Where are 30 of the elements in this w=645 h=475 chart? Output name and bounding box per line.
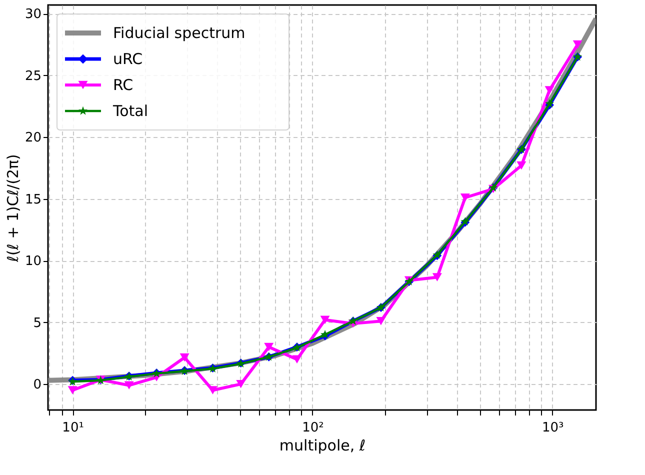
point bbox=[124, 381, 134, 390]
x-axis-title: multipole, ℓ bbox=[279, 436, 366, 454]
point bbox=[516, 161, 526, 170]
y-tick-label: 20 bbox=[24, 130, 42, 146]
legend-label: Fiducial spectrum bbox=[113, 24, 246, 42]
y-tick-label: 0 bbox=[33, 378, 42, 393]
point bbox=[208, 386, 218, 394]
point bbox=[264, 342, 274, 352]
y-tick-label: 5 bbox=[33, 316, 42, 331]
point bbox=[572, 40, 582, 49]
point bbox=[180, 353, 190, 362]
y-tick-label: 25 bbox=[24, 68, 42, 84]
point bbox=[68, 386, 78, 394]
legend-label: RC bbox=[113, 76, 134, 94]
point bbox=[320, 316, 330, 324]
y-axis-title: ℓ(ℓ + 1)Cℓ/(2π) bbox=[4, 154, 22, 263]
point bbox=[236, 380, 246, 388]
point bbox=[376, 316, 386, 326]
y-tick-label: 15 bbox=[24, 192, 42, 208]
point bbox=[292, 355, 302, 364]
point bbox=[544, 86, 554, 94]
y-tick-label: 10 bbox=[24, 254, 42, 270]
x-tick-label: 10¹ bbox=[62, 420, 84, 436]
point bbox=[460, 194, 470, 202]
legend-label: Total bbox=[112, 102, 148, 120]
x-tick-label: 10³ bbox=[542, 420, 564, 436]
x-tick-label: 10² bbox=[302, 420, 324, 436]
y-tick-label: 30 bbox=[24, 7, 42, 22]
point bbox=[432, 273, 442, 282]
legend-label: uRC bbox=[113, 50, 143, 68]
